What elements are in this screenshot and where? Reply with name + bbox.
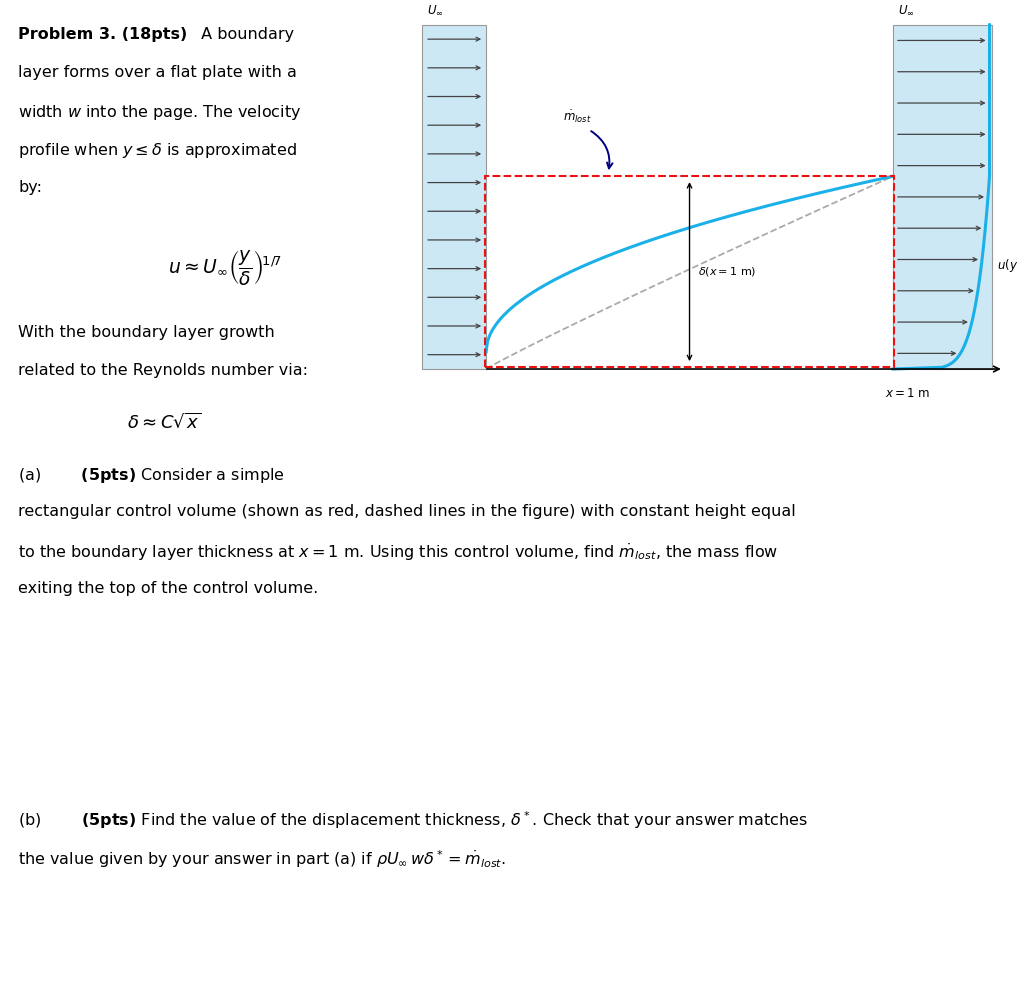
Text: exiting the top of the control volume.: exiting the top of the control volume. [18, 580, 318, 595]
Text: $U_\infty$: $U_\infty$ [427, 4, 443, 17]
Text: A boundary: A boundary [196, 27, 294, 42]
Bar [422, 25, 486, 369]
Text: With the boundary layer growth: With the boundary layer growth [18, 324, 275, 339]
Text: (b)        $\mathbf{(5pts)}$ Find the value of the displacement thickness, $\del: (b) $\mathbf{(5pts)}$ Find the value of … [18, 809, 809, 831]
Text: layer forms over a flat plate with a: layer forms over a flat plate with a [18, 65, 297, 80]
Bar [893, 25, 992, 369]
Text: profile when $y \leq \delta$ is approximated: profile when $y \leq \delta$ is approxim… [18, 142, 297, 161]
Text: $\delta \approx C\sqrt{x}$: $\delta \approx C\sqrt{x}$ [127, 413, 201, 432]
Text: the value given by your answer in part (a) if $\rho U_\infty\, w\delta^* = \dot{: the value given by your answer in part (… [18, 848, 506, 870]
Text: width $\mathit{w}$ into the page. The velocity: width $\mathit{w}$ into the page. The ve… [18, 103, 302, 122]
Text: rectangular control volume (shown as red, dashed lines in the figure) with const: rectangular control volume (shown as red… [18, 504, 796, 519]
Text: $x = 1\ \mathrm{m}$: $x = 1\ \mathrm{m}$ [886, 387, 931, 400]
Text: $U_\infty$: $U_\infty$ [898, 4, 914, 17]
Text: to the boundary layer thickness at $x = 1$ m. Using this control volume, find $\: to the boundary layer thickness at $x = … [18, 543, 779, 563]
Text: $u \approx U_\infty \left(\dfrac{y}{\delta}\right)^{\!1/7}$: $u \approx U_\infty \left(\dfrac{y}{\del… [168, 248, 282, 288]
Bar [485, 177, 894, 367]
Text: related to the Reynolds number via:: related to the Reynolds number via: [18, 363, 308, 378]
Text: (a)        $\mathbf{(5pts)}$ Consider a simple: (a) $\mathbf{(5pts)}$ Consider a simple [18, 466, 285, 485]
Text: Problem 3. (18pts): Problem 3. (18pts) [18, 27, 187, 42]
Text: $\dot{m}_{lost}$: $\dot{m}_{lost}$ [563, 108, 592, 125]
Text: by:: by: [18, 180, 43, 194]
Text: $u(y)$: $u(y)$ [997, 257, 1017, 274]
Text: $\delta(x = 1\ \mathrm{m})$: $\delta(x = 1\ \mathrm{m})$ [698, 265, 756, 278]
